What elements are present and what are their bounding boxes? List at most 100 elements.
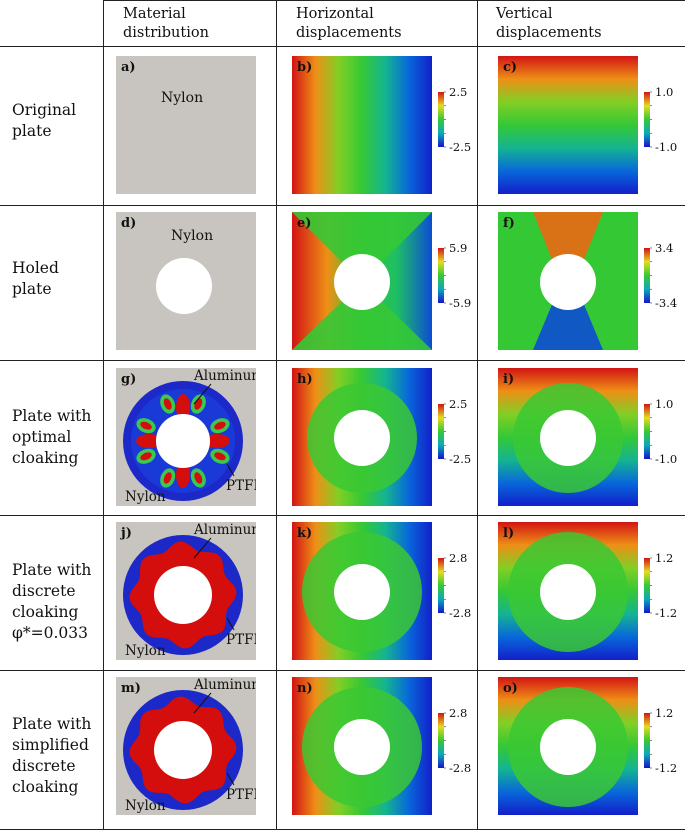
field-lobe	[533, 302, 603, 350]
aluminum-label: Aluminum	[193, 522, 256, 538]
vertical-displacement-map: c)	[498, 56, 638, 194]
row-label: Plate with optimal cloaking	[12, 407, 92, 467]
aluminum-spoke	[204, 434, 230, 448]
colorbar-max: 1.2	[655, 706, 673, 720]
panel-label: k)	[297, 526, 312, 541]
field	[292, 56, 432, 194]
hole	[334, 564, 390, 620]
panel-label: m)	[121, 681, 141, 696]
panel-label: d)	[121, 216, 136, 231]
colorbar-max: 2.5	[449, 397, 467, 411]
panel-label: a)	[121, 60, 136, 75]
aluminum-spoke	[136, 434, 162, 448]
colorbar-min: -1.0	[655, 452, 677, 466]
colorbar-min: -2.8	[449, 606, 471, 620]
colorbar: 1.0 -1.0	[644, 85, 677, 154]
aluminum-spoke	[176, 462, 190, 488]
colorbar-min: -1.2	[655, 761, 677, 775]
colorbar: 1.2 -1.2	[644, 706, 677, 775]
aluminum-core	[140, 452, 152, 461]
colorbar-scale	[644, 404, 650, 459]
material-panel: Aluminum PTFE Nylon g)	[116, 368, 256, 506]
panel-label: i)	[503, 372, 514, 387]
hole	[540, 410, 596, 466]
hole	[540, 564, 596, 620]
colorbar: 3.4 -3.4	[644, 241, 677, 310]
panel-label: o)	[503, 681, 518, 696]
colorbar-max: 2.8	[449, 551, 467, 565]
material-label: Nylon	[171, 228, 213, 244]
colorbar-min: -1.0	[655, 140, 677, 154]
vertical-displacement-map: l)	[498, 522, 638, 660]
material-label: Nylon	[161, 90, 203, 106]
colorbar: 2.5 -2.5	[438, 397, 471, 466]
colorbar-min: -1.2	[655, 606, 677, 620]
aluminum-core	[214, 452, 226, 461]
horizontal-displacement-map: b)	[292, 56, 432, 194]
aluminum-core	[163, 398, 172, 410]
colorbar-scale	[644, 558, 650, 613]
hole	[334, 254, 390, 310]
field-wedge	[292, 212, 432, 282]
colorbar-scale	[438, 92, 444, 147]
aluminum-core	[194, 472, 203, 484]
row-label: Plate with simplified discrete cloaking	[12, 715, 92, 796]
panel-label: n)	[297, 681, 313, 696]
vertical-displacement-map: f)	[498, 212, 638, 350]
nylon-label: Nylon	[125, 643, 166, 659]
panel-label: j)	[120, 526, 132, 541]
hole	[540, 254, 596, 310]
hole	[154, 721, 212, 779]
ptfe-label: PTFE	[226, 787, 256, 803]
column-header-vertical: Vertical displacements	[496, 6, 602, 41]
hole	[154, 566, 212, 624]
row-label: Original plate	[12, 101, 77, 140]
colorbar-scale	[438, 713, 444, 768]
row-label: Holed plate	[12, 259, 59, 298]
horizontal-displacement-map: e)	[292, 212, 432, 350]
colorbar-max: 3.4	[655, 241, 673, 255]
panel-label: f)	[503, 216, 515, 231]
horizontal-displacement-map: k)	[292, 522, 432, 660]
colorbar: 2.8 -2.8	[438, 706, 471, 775]
column-header-horizontal: Horizontal displacements	[296, 6, 402, 41]
ptfe-label: PTFE	[226, 632, 256, 648]
colorbar-max: 1.0	[655, 85, 673, 99]
hole	[334, 719, 390, 775]
colorbar-max: 5.9	[449, 241, 467, 255]
column-header-material: Material distribution	[123, 6, 209, 41]
nylon-label: Nylon	[125, 798, 166, 814]
field-lobe	[533, 212, 603, 262]
colorbar-min: -5.9	[449, 296, 471, 310]
colorbar: 5.9 -5.9	[438, 241, 471, 310]
aluminum-label: Aluminum	[193, 677, 256, 693]
colorbar-min: -2.5	[449, 140, 471, 154]
field	[498, 56, 638, 194]
colorbar-scale	[438, 558, 444, 613]
panel-label: h)	[297, 372, 313, 387]
colorbar: 2.5 -2.5	[438, 85, 471, 154]
colorbar-scale	[438, 404, 444, 459]
field-wedge	[292, 282, 432, 350]
horizontal-displacement-map: h)	[292, 368, 432, 506]
panel-label: e)	[297, 216, 311, 231]
colorbar-max: 2.5	[449, 85, 467, 99]
vertical-displacement-map: o)	[498, 677, 638, 815]
colorbar: 1.0 -1.0	[644, 397, 677, 466]
colorbar-min: -3.4	[655, 296, 677, 310]
aluminum-core	[163, 472, 172, 484]
panel-label: l)	[503, 526, 514, 541]
panel-label: b)	[297, 60, 312, 75]
nylon-plate	[116, 56, 256, 194]
colorbar-scale	[644, 713, 650, 768]
panel-label: g)	[121, 372, 136, 387]
hole	[156, 414, 210, 468]
aluminum-label: Aluminum	[193, 368, 256, 384]
colorbar-scale	[644, 248, 650, 303]
hole	[156, 258, 212, 314]
vertical-displacement-map: i)	[498, 368, 638, 506]
ptfe-label: PTFE	[226, 478, 256, 494]
colorbar: 2.8 -2.8	[438, 551, 471, 620]
